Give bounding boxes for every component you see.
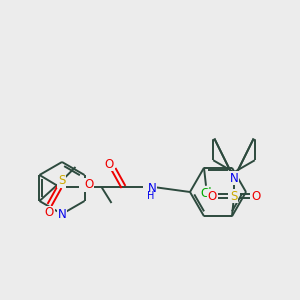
Text: S: S	[230, 190, 238, 203]
Text: O: O	[207, 190, 217, 203]
Text: O: O	[45, 206, 54, 220]
Text: N: N	[230, 172, 238, 185]
Text: S: S	[58, 175, 65, 188]
Text: O: O	[251, 190, 261, 203]
Text: O: O	[105, 158, 114, 170]
Text: N: N	[148, 182, 156, 194]
Text: O: O	[85, 178, 94, 191]
Text: H: H	[148, 191, 155, 201]
Text: N: N	[58, 208, 66, 220]
Text: Cl: Cl	[200, 187, 212, 200]
